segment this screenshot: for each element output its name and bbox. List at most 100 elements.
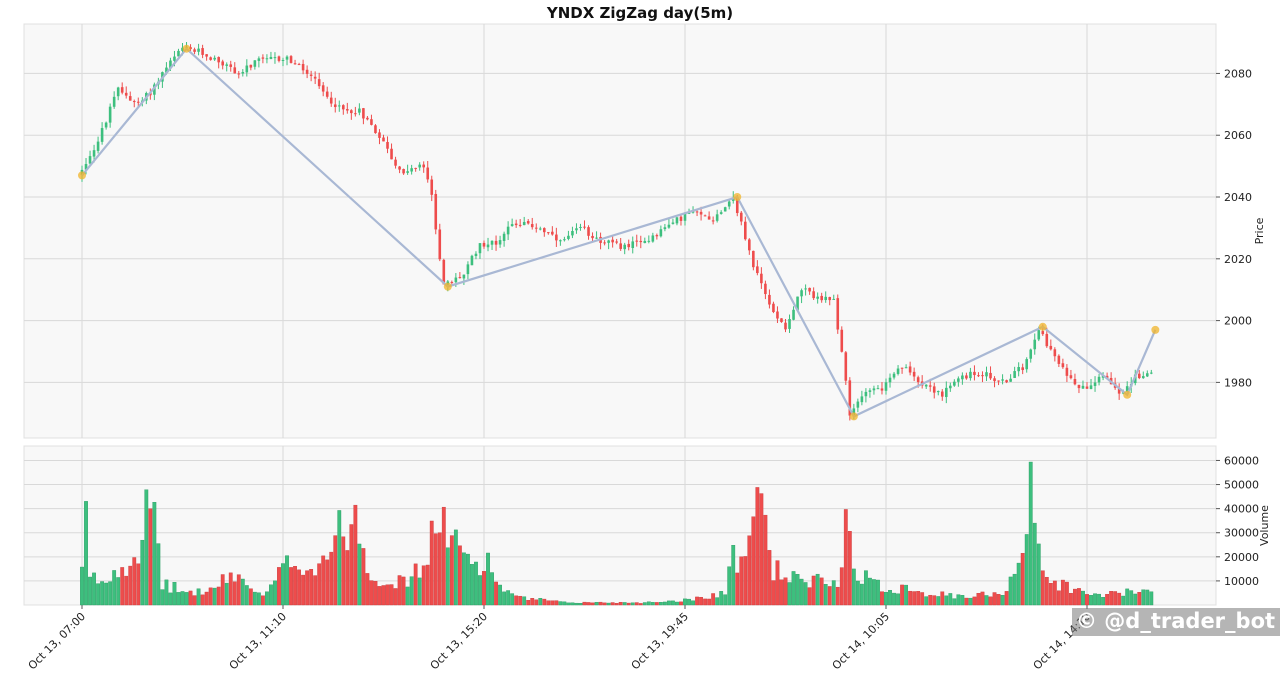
volume-bar [437, 532, 442, 606]
candle-body [756, 266, 759, 274]
volume-bar [1016, 562, 1021, 606]
volume-bar [381, 585, 386, 606]
volume-bar [1056, 590, 1061, 606]
candle-body [422, 164, 425, 168]
candle-body [1081, 385, 1085, 389]
volume-bar [421, 565, 426, 606]
candle-body [977, 375, 980, 377]
volume-bar [401, 576, 406, 606]
volume-bar [281, 563, 285, 606]
candle-body [671, 222, 675, 224]
volume-bar [880, 591, 884, 606]
candle-body [337, 105, 341, 107]
candle-body [386, 141, 389, 149]
candle-body [603, 242, 606, 244]
volume-bar [196, 588, 201, 606]
volume-bar [510, 593, 515, 606]
price-panel [23, 23, 1217, 439]
candle-body [177, 50, 180, 57]
volume-bar [924, 596, 929, 606]
price-tick-label: 2080 [1224, 67, 1252, 80]
volume-bar [445, 547, 450, 606]
volume-bar [1133, 593, 1138, 606]
candle-body [1141, 376, 1145, 379]
candle-body [872, 388, 876, 391]
watermark-background [1072, 608, 1280, 636]
volume-bar [558, 601, 563, 606]
candle-body [876, 388, 880, 390]
candle-body [595, 237, 598, 239]
candle-body [281, 59, 285, 61]
zigzag-pivot [1038, 322, 1047, 331]
volume-bar [361, 548, 366, 606]
candle-body [1005, 380, 1008, 383]
candle-body [329, 97, 333, 104]
volume-bar [892, 592, 896, 606]
volume-bar [719, 591, 724, 606]
volume-bar [256, 592, 261, 606]
candle-body [313, 76, 317, 79]
candle-body [124, 92, 128, 96]
volume-bar [132, 557, 137, 606]
candle-body [1037, 330, 1041, 340]
volume-bar [389, 584, 394, 606]
candle-body [904, 367, 908, 369]
candle-body [136, 101, 140, 103]
volume-bar [373, 581, 378, 606]
candle-body [132, 101, 136, 103]
volume-bar [369, 580, 374, 606]
volume-bar [715, 597, 720, 606]
candle-body [205, 54, 208, 57]
candle-body [699, 211, 703, 215]
x-tick-label: Oct 13, 19:45 [629, 610, 691, 672]
volume-bar [136, 563, 141, 606]
volume-bar [992, 592, 997, 606]
candle-body [92, 150, 96, 157]
volume-bar [699, 596, 703, 606]
candle-body [257, 58, 261, 61]
volume-bar [116, 577, 121, 606]
candle-body [981, 375, 984, 377]
volume-bar [269, 584, 273, 606]
volume-bar [550, 600, 555, 606]
candle-body [1093, 382, 1097, 386]
zigzag-pivot [1123, 390, 1132, 399]
volume-bar [265, 591, 269, 606]
candle-body [181, 47, 184, 51]
volume-bar [337, 510, 342, 606]
chart-title: YNDX ZigZag day(5m) [546, 4, 734, 22]
volume-bar [120, 567, 125, 606]
volume-bar [112, 570, 117, 606]
candle-body [1025, 359, 1028, 370]
volume-bar [232, 581, 237, 606]
volume-bar [771, 580, 776, 606]
volume-bar [413, 563, 418, 606]
volume-bar [960, 595, 965, 606]
candle-body [458, 277, 462, 279]
volume-bar [851, 568, 856, 606]
candle-body [639, 240, 643, 243]
volume-bar [1101, 596, 1105, 606]
volume-bar [767, 550, 772, 606]
volume-bar [1141, 589, 1146, 606]
volume-bar [212, 587, 217, 606]
candle-body [567, 235, 570, 239]
candle-body [928, 385, 932, 387]
volume-bar [1008, 576, 1013, 606]
candle-body [1117, 388, 1121, 394]
volume-bar [216, 586, 221, 606]
volume-bar [409, 576, 414, 606]
volume-bar [578, 603, 583, 606]
candle-body [482, 242, 486, 247]
candle-body [1073, 378, 1077, 385]
candle-body [1053, 349, 1057, 357]
volume-bar [289, 567, 293, 606]
candle-body [249, 64, 253, 68]
volume-bar [148, 508, 153, 606]
volume-bar [964, 597, 969, 606]
candle-body [506, 226, 510, 235]
volume-bar [164, 579, 169, 606]
price-tick-label: 1980 [1224, 376, 1252, 389]
volume-bar [606, 602, 611, 606]
volume-bar [1028, 461, 1033, 606]
